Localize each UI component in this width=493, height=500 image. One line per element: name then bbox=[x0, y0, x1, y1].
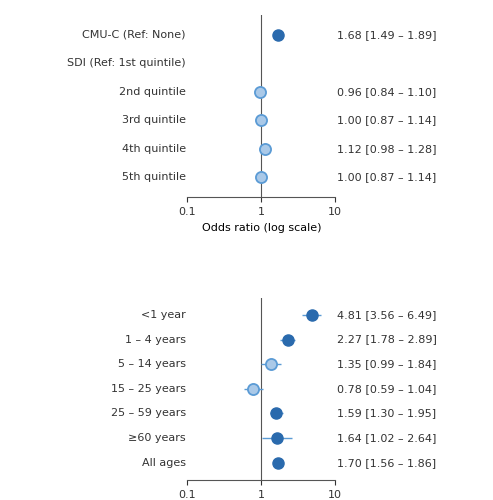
Text: 1.12 [0.98 – 1.28]: 1.12 [0.98 – 1.28] bbox=[337, 144, 436, 154]
Text: 1.64 [1.02 – 2.64]: 1.64 [1.02 – 2.64] bbox=[337, 433, 436, 443]
Text: 1.70 [1.56 – 1.86]: 1.70 [1.56 – 1.86] bbox=[337, 458, 436, 468]
X-axis label: Odds ratio (log scale): Odds ratio (log scale) bbox=[202, 222, 321, 232]
Text: 1.68 [1.49 – 1.89]: 1.68 [1.49 – 1.89] bbox=[337, 30, 436, 40]
Text: <1 year: <1 year bbox=[141, 310, 186, 320]
Text: 1.35 [0.99 – 1.84]: 1.35 [0.99 – 1.84] bbox=[337, 359, 436, 369]
Text: SDI (Ref: 1st quintile): SDI (Ref: 1st quintile) bbox=[67, 58, 186, 68]
Text: 0.78 [0.59 – 1.04]: 0.78 [0.59 – 1.04] bbox=[337, 384, 436, 394]
Text: 25 – 59 years: 25 – 59 years bbox=[111, 408, 186, 418]
Text: 1.00 [0.87 – 1.14]: 1.00 [0.87 – 1.14] bbox=[337, 172, 436, 182]
Text: 4th quintile: 4th quintile bbox=[108, 144, 186, 154]
Text: 15 – 25 years: 15 – 25 years bbox=[111, 384, 186, 394]
Text: 1.59 [1.30 – 1.95]: 1.59 [1.30 – 1.95] bbox=[337, 408, 436, 418]
Text: 5 – 14 years: 5 – 14 years bbox=[118, 359, 186, 369]
Text: 1 – 4 years: 1 – 4 years bbox=[125, 334, 186, 344]
Text: 1.00 [0.87 – 1.14]: 1.00 [0.87 – 1.14] bbox=[337, 116, 436, 126]
Text: 4.81 [3.56 – 6.49]: 4.81 [3.56 – 6.49] bbox=[337, 310, 436, 320]
Text: 2nd quintile: 2nd quintile bbox=[105, 87, 186, 97]
Text: 5th quintile: 5th quintile bbox=[108, 172, 186, 182]
Text: CMU-C (Ref: None): CMU-C (Ref: None) bbox=[82, 30, 186, 40]
Text: 3rd quintile: 3rd quintile bbox=[108, 116, 186, 126]
Text: All ages: All ages bbox=[142, 458, 186, 468]
Text: 2.27 [1.78 – 2.89]: 2.27 [1.78 – 2.89] bbox=[337, 334, 437, 344]
Text: ≥60 years: ≥60 years bbox=[128, 433, 186, 443]
Text: 0.96 [0.84 – 1.10]: 0.96 [0.84 – 1.10] bbox=[337, 87, 436, 97]
